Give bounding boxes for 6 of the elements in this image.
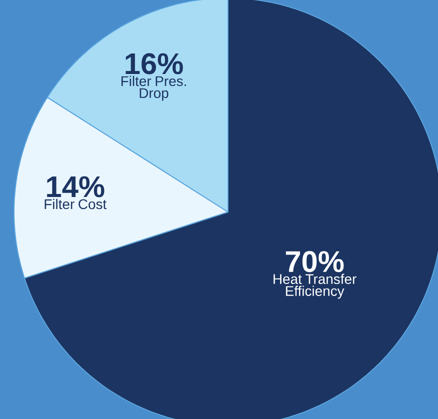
slice-label: Filter Cost <box>44 198 107 210</box>
slice-label: Heat Transfer Efficiency <box>274 274 356 299</box>
data-label: 70% <box>286 251 344 272</box>
data-label: 14% <box>47 176 104 198</box>
slice-label: Filter Pres. Drop <box>121 76 186 101</box>
data-label: 16% <box>126 53 183 74</box>
